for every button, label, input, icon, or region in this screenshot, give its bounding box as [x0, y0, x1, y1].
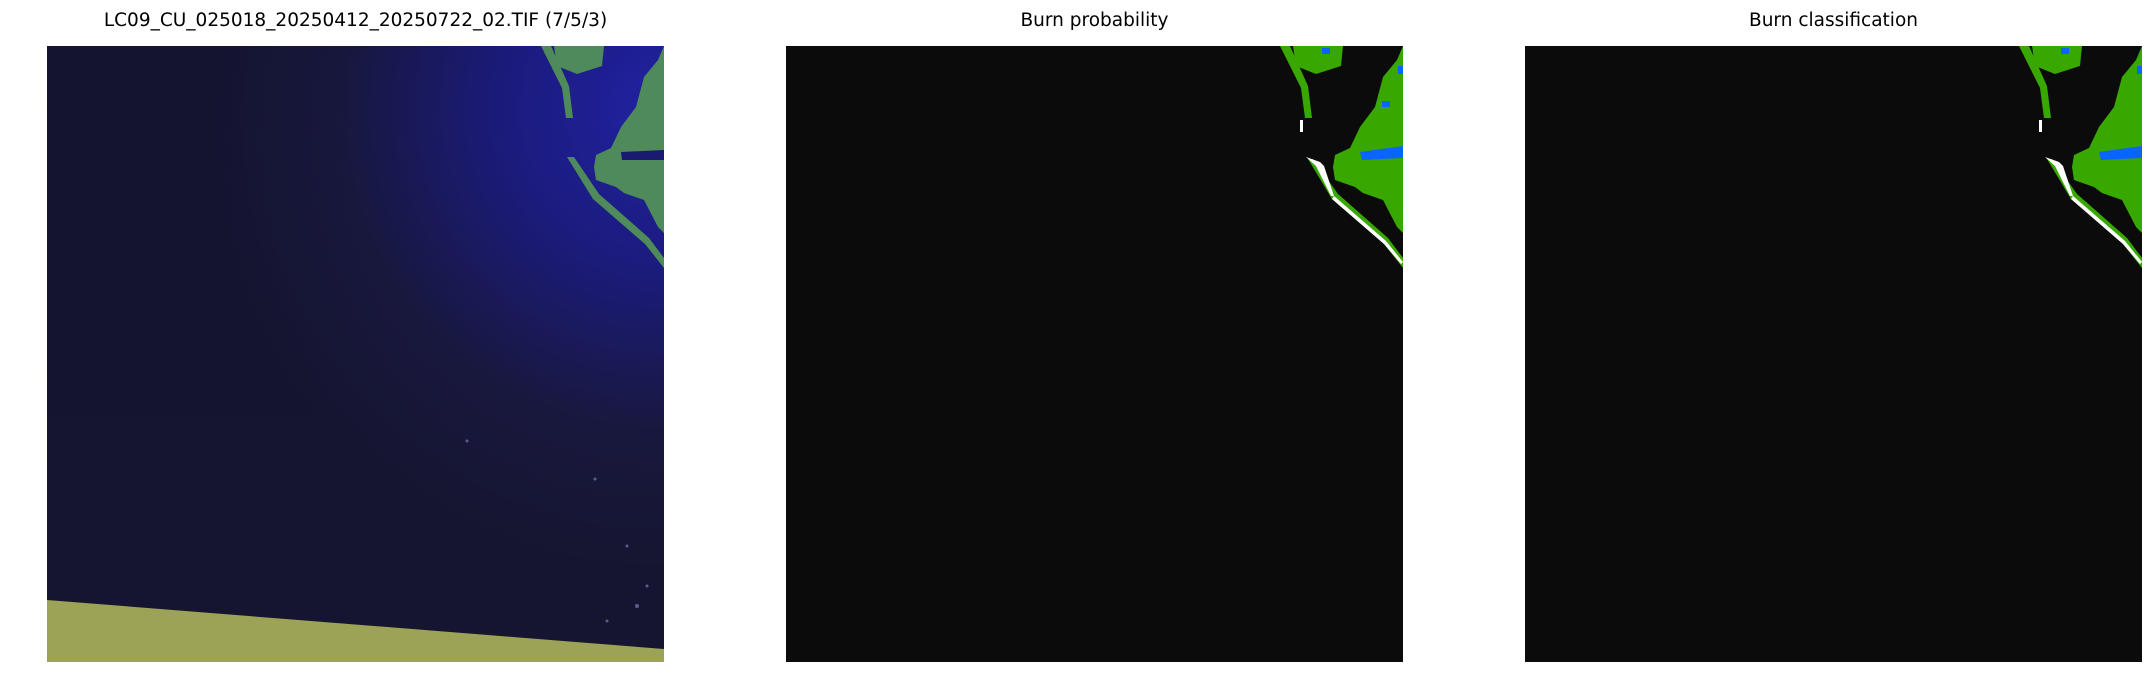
panel-title-burn-probability: Burn probability	[1020, 10, 1169, 31]
burn-probability-panel	[786, 46, 1403, 662]
panel-title-composite: LC09_CU_025018_20250412_20250722_02.TIF …	[103, 10, 608, 31]
burn-pixels	[2039, 120, 2142, 264]
panel-title-burn-classification: Burn classification	[1749, 10, 1918, 31]
burn-pixels	[1300, 120, 1403, 264]
burn-classification-panel	[1525, 46, 2142, 662]
land-pixels	[1280, 46, 1403, 268]
burn-probability-map	[786, 46, 1403, 662]
nodata-region	[47, 600, 664, 662]
water-pixels	[2061, 48, 2142, 160]
coastline-land	[541, 46, 664, 268]
land-pixels	[2019, 46, 2142, 268]
composite-image	[47, 46, 664, 662]
composite-image-panel	[47, 46, 664, 662]
water-pixels	[1322, 48, 1403, 160]
burn-classification-map	[1525, 46, 2142, 662]
